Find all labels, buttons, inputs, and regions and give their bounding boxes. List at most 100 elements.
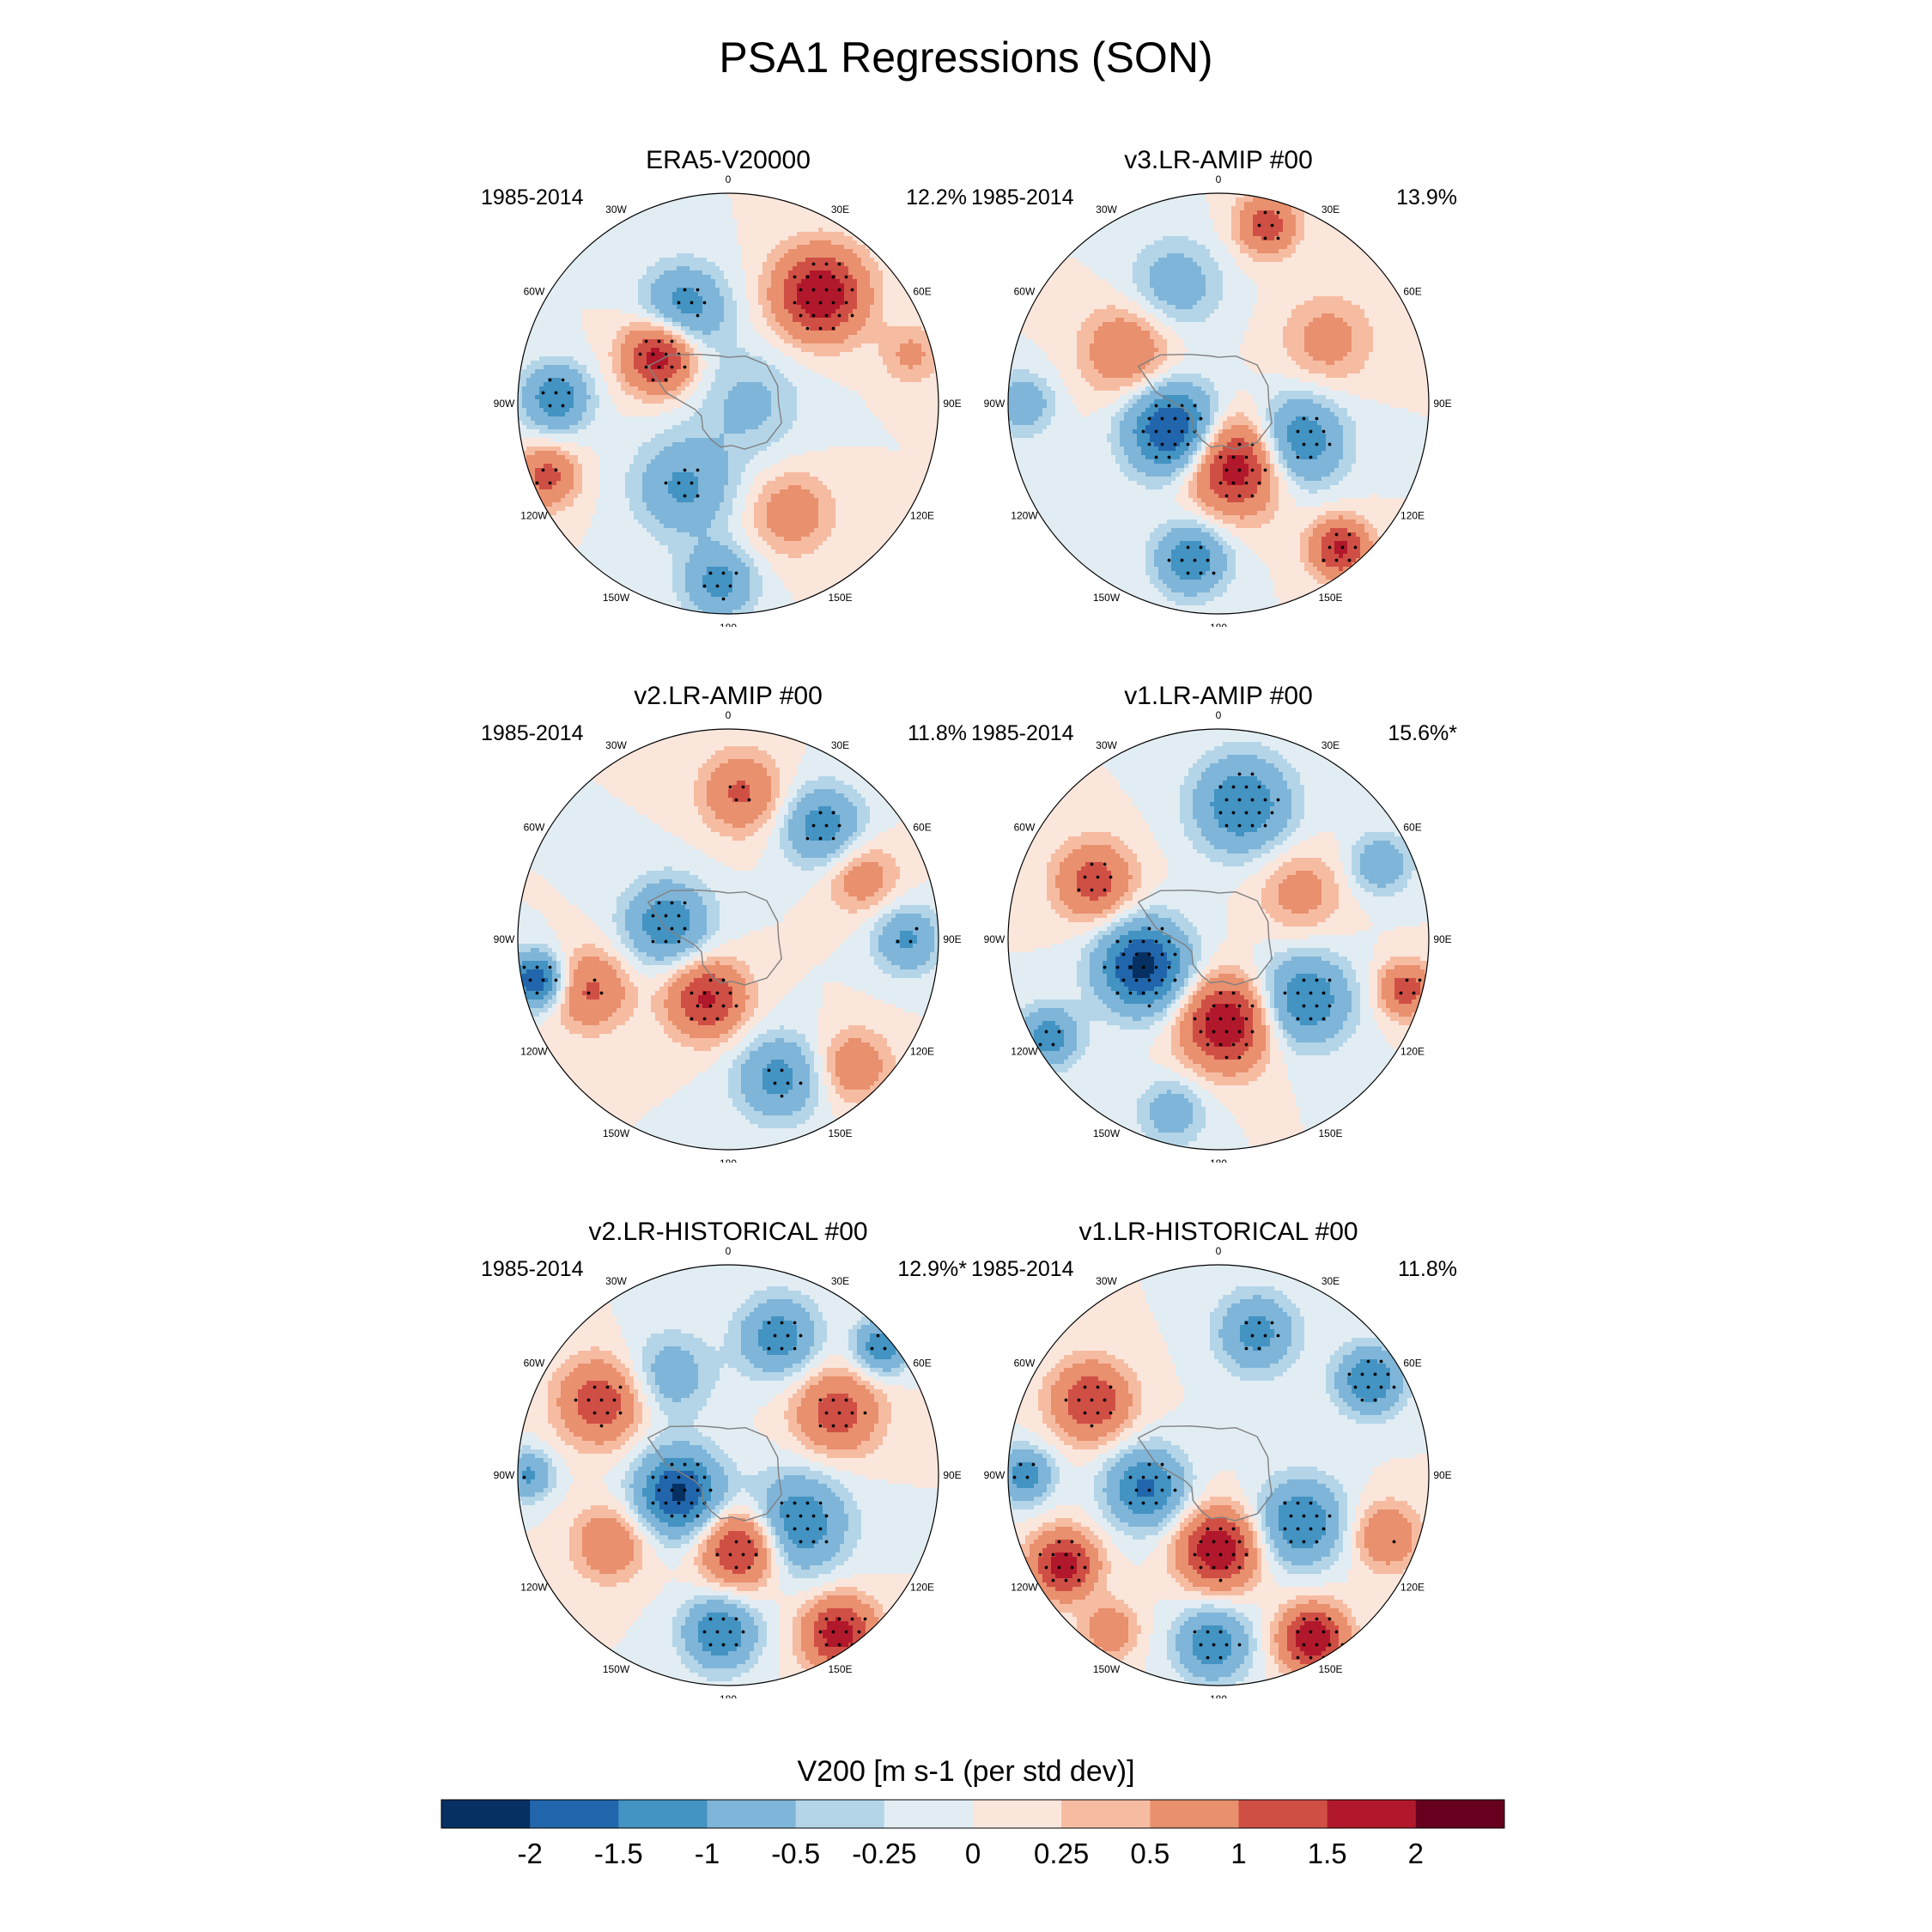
field-cell [574, 279, 579, 284]
field-cell [793, 236, 798, 241]
field-cell [758, 232, 763, 237]
field-cell [707, 326, 712, 331]
field-cell [750, 266, 755, 271]
field-cell [612, 288, 617, 293]
field-cell [677, 292, 682, 297]
field-cell [831, 292, 836, 297]
field-cell [728, 305, 733, 310]
field-cell [801, 283, 806, 289]
field-cell [835, 223, 841, 228]
field-cell [732, 322, 738, 327]
field-cell [694, 283, 699, 289]
field-cell [698, 275, 703, 280]
field-cell [582, 292, 587, 297]
field-cell [642, 331, 647, 336]
field-cell [582, 348, 587, 353]
field-cell [672, 283, 677, 289]
field-cell [694, 305, 699, 310]
field-cell [599, 249, 605, 254]
field-cell [677, 262, 682, 267]
field-cell [831, 228, 836, 233]
field-cell [711, 215, 716, 220]
field-cell [655, 210, 660, 216]
field-cell [690, 343, 695, 349]
field-cell [647, 296, 652, 301]
field-cell [681, 202, 686, 207]
field-cell [685, 313, 690, 319]
field-cell [775, 228, 781, 233]
field-cell [621, 249, 626, 254]
field-cell [677, 309, 682, 314]
field-cell [720, 301, 725, 306]
field-cell [797, 283, 802, 289]
field-cell [608, 305, 613, 310]
field-cell [814, 309, 819, 314]
field-cell [780, 322, 785, 327]
field-cell [818, 283, 823, 289]
field-cell [642, 301, 647, 306]
field-cell [647, 326, 652, 331]
field-cell [724, 197, 729, 203]
field-cell [681, 301, 686, 306]
field-cell [866, 283, 871, 289]
field-cell [655, 215, 660, 220]
field-cell [711, 309, 716, 314]
field-cell [737, 288, 742, 293]
field-cell [810, 301, 815, 306]
field-cell [651, 305, 656, 310]
field-cell [874, 292, 879, 297]
field-cell [737, 219, 742, 224]
field-cell [827, 288, 832, 293]
field-cell [702, 245, 708, 250]
field-cell [745, 240, 750, 246]
field-cell [853, 249, 858, 254]
field-cell [578, 305, 583, 310]
field-cell [621, 258, 626, 263]
field-cell [715, 318, 720, 323]
field-cell [638, 253, 643, 258]
field-cell [732, 339, 738, 344]
field-cell [681, 253, 686, 258]
field-cell [762, 292, 768, 297]
field-cell [891, 339, 896, 344]
field-cell [711, 206, 716, 211]
field-cell [621, 275, 626, 280]
field-cell [818, 335, 823, 340]
field-cell [775, 301, 781, 306]
field-cell [827, 223, 832, 228]
field-cell [651, 240, 656, 246]
field-cell [591, 258, 596, 263]
field-cell [690, 202, 695, 207]
field-cell [552, 318, 557, 323]
field-cell [634, 326, 639, 331]
field-cell [754, 305, 759, 310]
field-cell [707, 288, 712, 293]
field-cell [655, 335, 660, 340]
field-cell [552, 296, 557, 301]
field-cell [561, 288, 566, 293]
field-cell [548, 326, 553, 331]
field-cell [801, 270, 806, 276]
field-cell [754, 322, 759, 327]
field-cell [599, 301, 605, 306]
field-cell [887, 335, 892, 340]
field-cell [750, 322, 755, 327]
field-cell [883, 331, 888, 336]
field-cell [677, 202, 682, 207]
field-cell [664, 202, 669, 207]
field-cell [883, 301, 888, 306]
field-cell [780, 262, 785, 267]
field-cell [758, 258, 763, 263]
field-cell [535, 318, 540, 323]
field-cell [754, 296, 759, 301]
field-cell [921, 343, 927, 349]
field-cell [853, 335, 858, 340]
field-cell [578, 335, 583, 340]
field-cell [844, 339, 849, 344]
field-cell [732, 206, 738, 211]
field-cell [694, 197, 699, 203]
field-cell [659, 266, 665, 271]
field-cell [629, 228, 635, 233]
field-cell [887, 305, 892, 310]
field-cell [780, 236, 785, 241]
